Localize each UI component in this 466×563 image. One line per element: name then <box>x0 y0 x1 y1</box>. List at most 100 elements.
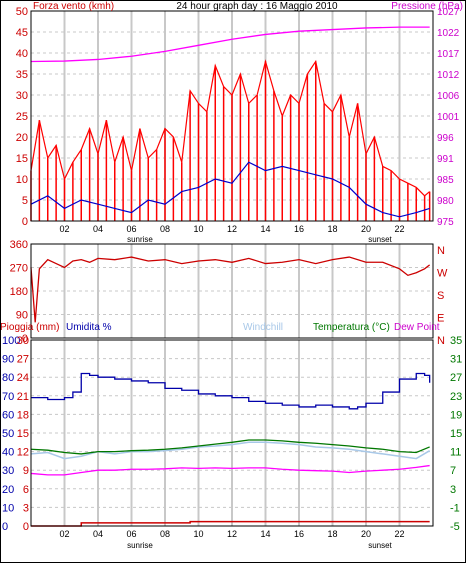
temperature-axis-ticks: -5 -1 3 7 11 15 19 23 27 31 35 <box>450 335 462 533</box>
y-tick-label: 50 <box>2 428 14 440</box>
y-tick-label: 0 <box>22 333 28 345</box>
y-tick-label: 25 <box>16 111 28 123</box>
y-tick-label: 991 <box>437 154 454 165</box>
x-tick-label: 08 <box>160 529 170 539</box>
y-tick-label: 40 <box>16 48 28 60</box>
y-tick-label: 1022 <box>437 28 460 39</box>
wind-axis-ticks: 0 5 10 15 20 25 30 35 40 45 50 <box>16 6 28 228</box>
windchill-label: Windchill <box>243 322 283 333</box>
y-tick-label: 5 <box>22 195 28 207</box>
y-tick-label: 19 <box>450 409 462 421</box>
x-tick-label: 16 <box>294 224 304 234</box>
sunset-label-bottom: sunset <box>368 541 392 550</box>
y-tick-label: 15 <box>450 428 462 440</box>
x-tick-label: 10 <box>193 224 203 234</box>
humidity-axis-label: Umidita % <box>66 322 112 333</box>
y-tick-label: 9 <box>23 465 29 477</box>
y-tick-label: 1027 <box>437 7 460 18</box>
direction-degree-ticks: 0 90 180 270 360 <box>10 239 28 345</box>
x-tick-label: 22 <box>394 529 404 539</box>
y-tick-label: 35 <box>16 69 28 81</box>
dewpoint-line <box>30 464 430 476</box>
y-tick-label: 20 <box>2 484 14 496</box>
y-tick-label: 30 <box>2 465 14 477</box>
temperature-axis-label: Temperatura (°C) <box>313 322 390 333</box>
y-tick-label: 3 <box>23 502 29 514</box>
x-tick-label: 02 <box>59 529 69 539</box>
y-tick-label: 0 <box>23 521 29 533</box>
y-tick-label: 27 <box>17 354 29 366</box>
x-tick-label: 22 <box>394 224 404 234</box>
y-tick-label: 11 <box>450 447 461 459</box>
x-tick-label: 02 <box>59 224 69 234</box>
y-tick-label: 1006 <box>437 91 460 102</box>
temp-panel-frame <box>30 339 434 527</box>
x-tick-label: 04 <box>93 529 103 539</box>
compass-tick-label: N <box>437 335 445 347</box>
humidity-axis-ticks: 0 10 20 30 40 50 60 70 80 90 100 <box>2 335 20 533</box>
y-tick-label: 7 <box>450 465 456 477</box>
y-tick-label: 270 <box>10 263 28 275</box>
y-tick-label: 975 <box>437 217 454 228</box>
x-tick-label: 14 <box>260 224 270 234</box>
sunrise-label-bottom: sunrise <box>127 541 153 550</box>
x-tick-label: 16 <box>294 529 304 539</box>
y-tick-label: 31 <box>450 354 462 366</box>
y-tick-label: 3 <box>450 484 456 496</box>
x-tick-label: 12 <box>227 224 237 234</box>
pressure-axis-label: Pressione (hPa) <box>391 1 463 12</box>
y-tick-label: 360 <box>10 239 28 251</box>
y-tick-label: 0 <box>22 216 28 228</box>
y-tick-label: 24 <box>17 372 29 384</box>
y-tick-label: 23 <box>450 391 462 403</box>
temperature-line <box>30 439 430 455</box>
y-tick-label: -5 <box>450 521 460 533</box>
y-tick-label: 18 <box>17 409 29 421</box>
y-tick-label: -1 <box>450 502 460 514</box>
wind-panel-x-ticks: 02 04 06 08 10 12 14 16 18 20 22 <box>59 224 404 234</box>
wind-axis-label: Forza vento (kmh) <box>33 1 114 12</box>
pressure-line <box>30 26 430 63</box>
y-tick-label: 10 <box>2 502 14 514</box>
y-tick-label: 10 <box>16 174 28 186</box>
y-tick-label: 90 <box>16 310 28 322</box>
rain-axis-label: Pioggia (mm) <box>0 322 59 333</box>
y-tick-label: 0 <box>2 521 8 533</box>
y-tick-label: 996 <box>437 133 454 144</box>
y-tick-label: 30 <box>17 335 29 347</box>
y-tick-label: 45 <box>16 27 28 39</box>
y-tick-label: 180 <box>10 286 28 298</box>
y-tick-label: 50 <box>16 6 28 18</box>
direction-panel-series <box>30 256 431 323</box>
x-tick-label: 06 <box>126 529 136 539</box>
x-tick-label: 14 <box>260 529 270 539</box>
x-tick-label: 20 <box>361 224 371 234</box>
x-tick-label: 10 <box>193 529 203 539</box>
temp-panel-x-ticks: 02 04 06 08 10 12 14 16 18 20 22 <box>59 529 404 539</box>
rain-axis-ticks: 0 3 6 9 12 15 18 21 24 27 30 <box>17 335 29 533</box>
y-tick-label: 980 <box>437 196 454 207</box>
y-tick-label: 21 <box>17 391 29 403</box>
y-tick-label: 1001 <box>437 112 460 123</box>
y-tick-label: 70 <box>2 391 14 403</box>
y-tick-label: 40 <box>2 447 14 459</box>
x-tick-label: 20 <box>361 529 371 539</box>
compass-tick-label: W <box>437 268 448 280</box>
pressure-axis-ticks: 975 980 985 991 996 1001 1006 1012 1017 1022 1027 <box>437 7 460 228</box>
x-tick-label: 18 <box>327 224 337 234</box>
wind-panel-frame <box>30 10 434 222</box>
y-tick-label: 90 <box>2 354 14 366</box>
dewpoint-label: Dew Point <box>394 322 440 333</box>
sunset-label: sunset <box>368 235 392 244</box>
chart-title: 24 hour graph day : 16 Maggio 2010 <box>176 1 338 12</box>
x-tick-label: 08 <box>160 224 170 234</box>
x-tick-label: 18 <box>327 529 337 539</box>
x-tick-label: 12 <box>227 529 237 539</box>
x-tick-label: 04 <box>93 224 103 234</box>
y-tick-label: 60 <box>2 409 14 421</box>
compass-tick-label: N <box>437 245 445 257</box>
y-tick-label: 6 <box>23 484 29 496</box>
